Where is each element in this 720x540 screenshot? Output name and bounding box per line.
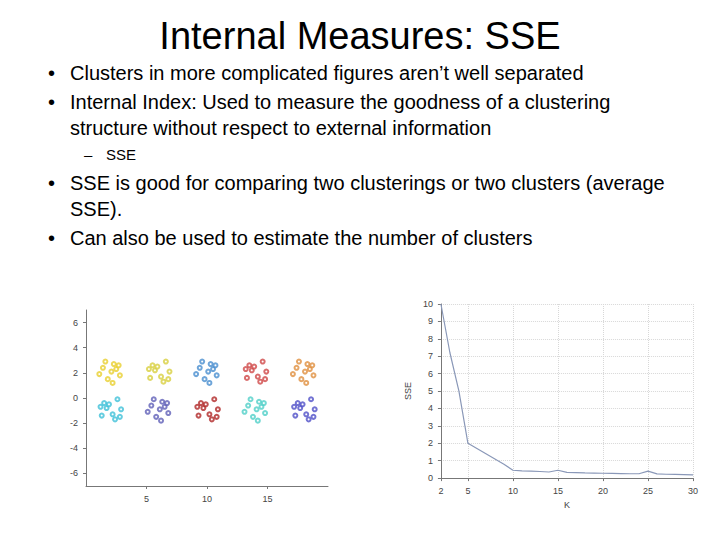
svg-text:4: 4 bbox=[428, 403, 433, 413]
svg-text:7: 7 bbox=[428, 351, 433, 361]
svg-text:4: 4 bbox=[73, 343, 78, 353]
html-text:SSE: SSE bbox=[106, 146, 136, 163]
svg-text:20: 20 bbox=[598, 486, 608, 496]
svg-text:2: 2 bbox=[428, 438, 433, 448]
svg-text:30: 30 bbox=[688, 486, 698, 496]
svg-text:8: 8 bbox=[428, 334, 433, 344]
svg-text:2: 2 bbox=[73, 368, 78, 378]
svg-text:15: 15 bbox=[262, 494, 272, 504]
svg-text:-4: -4 bbox=[70, 443, 78, 453]
html-text:Internal Index: Used to measur: Internal Index: Used to measure the good… bbox=[70, 91, 611, 139]
svg-text:5: 5 bbox=[465, 486, 470, 496]
html-text:Clusters in more complicated f: Clusters in more complicated figures are… bbox=[70, 62, 584, 84]
svg-text:5: 5 bbox=[428, 386, 433, 396]
svg-text:10: 10 bbox=[202, 494, 212, 504]
svg-text:SSE: SSE bbox=[403, 382, 413, 400]
html-text:Can also be used to estimate t: Can also be used to estimate the number … bbox=[70, 227, 533, 249]
svg-text:10: 10 bbox=[423, 299, 433, 309]
svg-text:1: 1 bbox=[428, 456, 433, 466]
html-text:Internal Measures: SSE: Internal Measures: SSE bbox=[159, 15, 561, 57]
svg-text:0: 0 bbox=[73, 393, 78, 403]
svg-text:2: 2 bbox=[438, 486, 443, 496]
svg-text:9: 9 bbox=[428, 316, 433, 326]
svg-text:10: 10 bbox=[508, 486, 518, 496]
svg-text:15: 15 bbox=[553, 486, 563, 496]
svg-text:0: 0 bbox=[428, 473, 433, 483]
svg-text:6: 6 bbox=[428, 369, 433, 379]
svg-text:-6: -6 bbox=[70, 468, 78, 478]
svg-text:K: K bbox=[564, 500, 570, 510]
svg-text:3: 3 bbox=[428, 421, 433, 431]
html-text:SSE is good for comparing two: SSE is good for comparing two clustering… bbox=[70, 172, 665, 220]
svg-text:5: 5 bbox=[144, 494, 149, 504]
svg-text:-2: -2 bbox=[70, 418, 78, 428]
svg-text:25: 25 bbox=[643, 486, 653, 496]
svg-text:6: 6 bbox=[73, 318, 78, 328]
